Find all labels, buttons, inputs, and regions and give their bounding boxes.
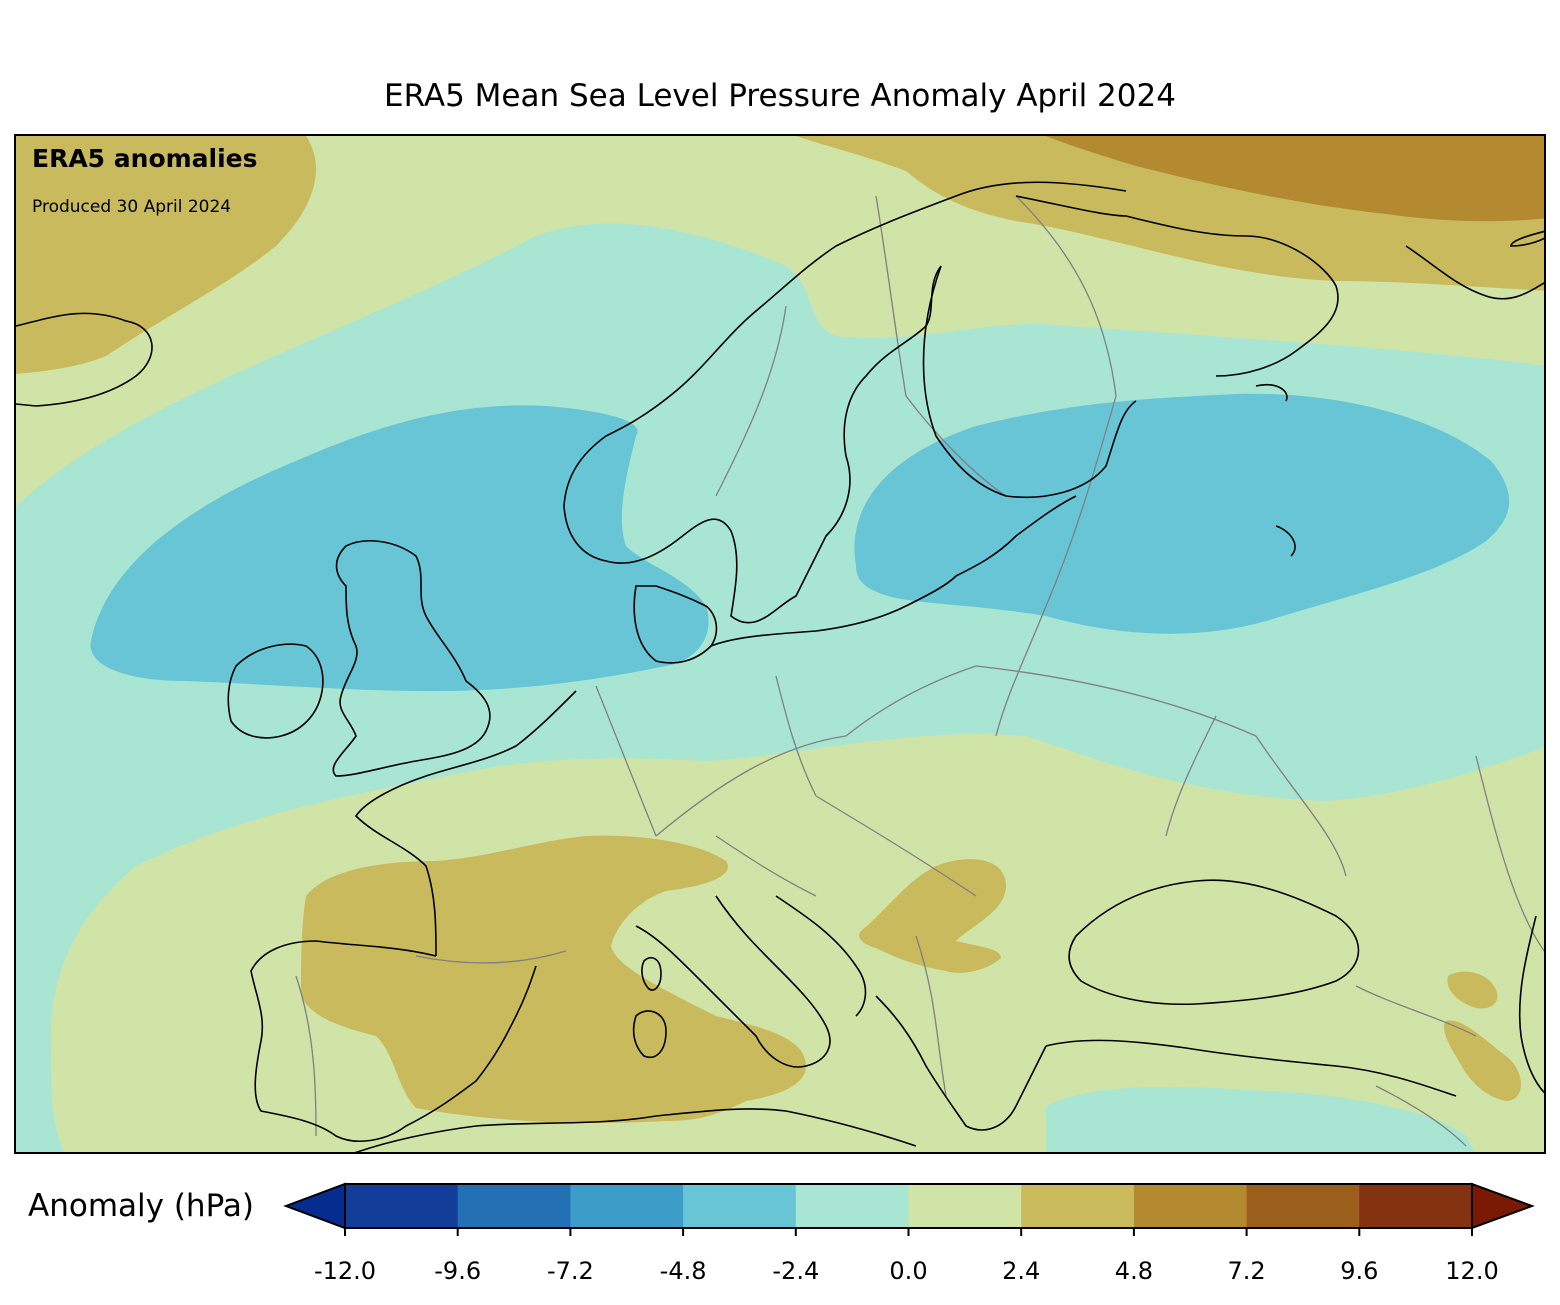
anomaly-band-2.4-to-4.8-caucasus-b	[1444, 1020, 1521, 1101]
colorbar-tick-label: 9.6	[1340, 1257, 1379, 1285]
denmark-coast	[633, 585, 718, 664]
ireland-coast	[227, 643, 324, 739]
black-sea-coast	[1068, 879, 1360, 1006]
turkey-coast	[1045, 1039, 1457, 1097]
colorbar-segment	[683, 1184, 797, 1228]
sardinia-coast	[632, 1010, 667, 1058]
map-panel: ERA5 anomalies Produced 30 April 2024	[14, 134, 1546, 1154]
anomaly-band-4.8-to-7.2-arctic	[1046, 136, 1544, 222]
colorbar-tick-marks	[344, 1228, 1473, 1236]
iceland-coast	[16, 312, 153, 407]
colorbar-extend-high	[1471, 1182, 1535, 1230]
colorbar-tick-label: -2.4	[772, 1257, 820, 1285]
anomaly-band-neg4.8-to-neg2.4-west	[90, 405, 709, 691]
colorbar-tick-label: 7.2	[1227, 1257, 1266, 1285]
anomaly-band-2.4-to-4.8-iberia	[301, 835, 806, 1123]
caspian-coast	[1518, 915, 1544, 1094]
colorbar-segment	[345, 1184, 459, 1228]
kola-coast	[1015, 195, 1339, 377]
colorbar-tick-label: -7.2	[546, 1257, 594, 1285]
colorbar-label: Anomaly (hPa)	[28, 1188, 254, 1224]
france-coast	[354, 690, 577, 957]
country-borders	[295, 195, 1544, 1147]
map-canvas: ERA5 anomalies Produced 30 April 2024	[16, 136, 1544, 1152]
colorbar-segments	[345, 1184, 1473, 1228]
anomaly-band-neg4.8-to-neg2.4-east	[854, 393, 1510, 634]
colorbar-tick-label: -9.6	[434, 1257, 482, 1285]
corsica-coast	[641, 957, 662, 991]
coastlines	[16, 181, 1544, 1152]
colorbar-segment	[908, 1184, 1022, 1228]
colorbar-tick-label: 12.0	[1445, 1257, 1499, 1285]
anomaly-band-2.4-to-4.8-greenland	[16, 136, 316, 374]
colorbar-segment	[795, 1184, 909, 1228]
svalbard-islands	[1255, 383, 1296, 557]
colorbar-segment	[1246, 1184, 1360, 1228]
colorbar-segment	[1021, 1184, 1135, 1228]
scandinavia-coast	[563, 181, 1127, 624]
overlay-produced: Produced 30 April 2024	[32, 197, 231, 217]
iberia-coast	[250, 940, 537, 1142]
figure-title: ERA5 Mean Sea Level Pressure Anomaly Apr…	[384, 78, 1176, 114]
colorbar-segment	[570, 1184, 684, 1228]
colorbar-tick-label: 0.0	[889, 1257, 928, 1285]
colorbar-extend-low	[283, 1182, 346, 1230]
anomaly-band-2.4-to-4.8-balkans	[859, 859, 1006, 973]
colorbar	[283, 1182, 1535, 1236]
colorbar-tick-label: 2.4	[1002, 1257, 1041, 1285]
colorbar-tick-label: -4.8	[659, 1257, 707, 1285]
balkan-coast	[875, 995, 1047, 1131]
overlay-heading: ERA5 anomalies	[32, 144, 258, 173]
finland-coast	[922, 265, 1137, 499]
anomaly-band-neg2.4-to-0-east-med	[1046, 1086, 1474, 1152]
italy-coast	[635, 895, 867, 1068]
colorbar-segment	[1133, 1184, 1248, 1228]
colorbar-tick-label: 4.8	[1114, 1257, 1153, 1285]
colorbar-segment	[457, 1184, 571, 1228]
anomaly-band-2.4-to-4.8-caucasus-a	[1447, 971, 1498, 1009]
colorbar-segment	[1359, 1184, 1473, 1228]
russia-arctic-coast	[1405, 230, 1544, 300]
great-britain-coast	[332, 540, 491, 777]
colorbar-tick-label: -12.0	[313, 1257, 377, 1285]
north-africa-coast	[354, 1108, 917, 1152]
baltic-south-coast	[710, 495, 1077, 647]
